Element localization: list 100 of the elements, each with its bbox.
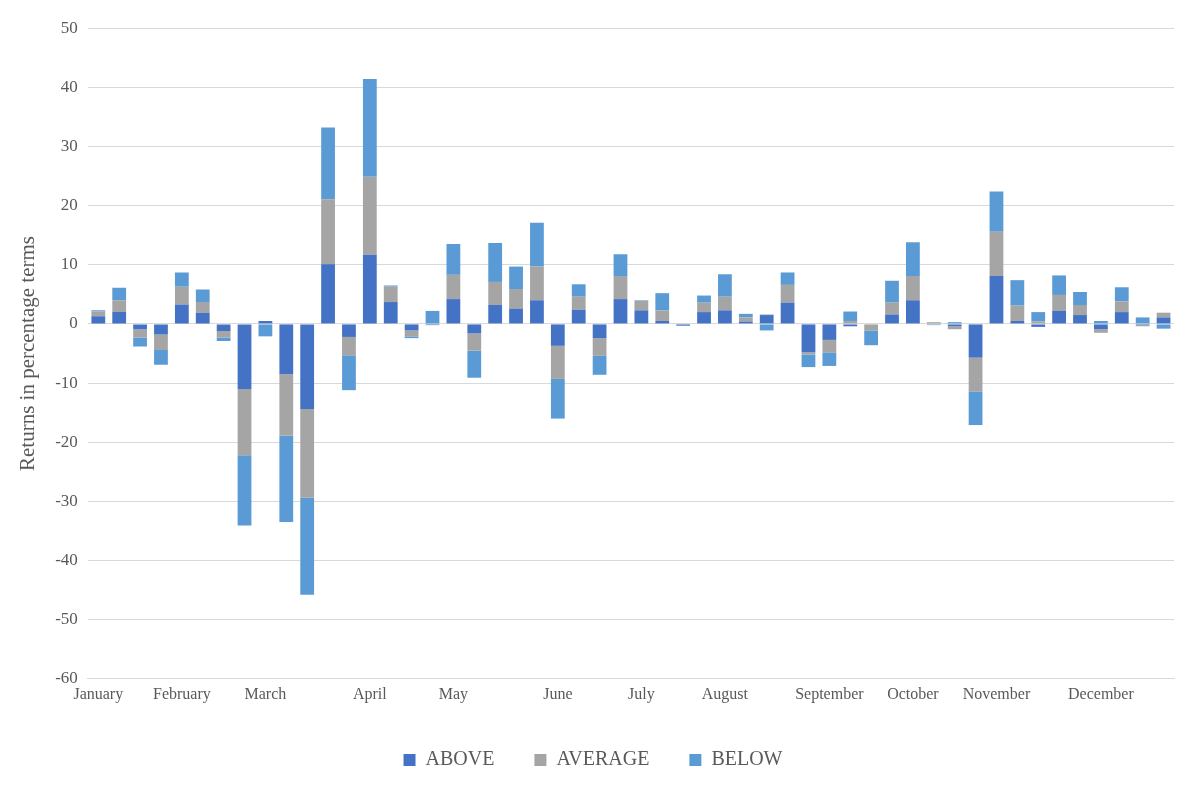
bar: [822, 324, 837, 340]
bar: [530, 222, 544, 267]
bar: [885, 280, 899, 303]
bar: [592, 355, 607, 375]
bar: [321, 264, 335, 324]
bar: [1114, 301, 1129, 313]
bar: [279, 374, 294, 436]
bar: [968, 324, 983, 358]
bar: [300, 409, 315, 498]
bar: [550, 378, 565, 419]
y-tick-label: -40: [55, 549, 78, 569]
bar: [467, 324, 482, 334]
x-tick-label: April: [352, 684, 388, 703]
bar: [634, 300, 649, 311]
bar: [550, 345, 565, 379]
bar: [864, 324, 879, 331]
bar: [425, 310, 440, 324]
bar: [362, 79, 377, 177]
bar: [133, 329, 147, 338]
bar: [906, 276, 920, 301]
bar: [321, 127, 335, 200]
bar: [718, 310, 732, 324]
bar: [342, 336, 356, 356]
bar: [279, 435, 294, 523]
bar: [362, 176, 377, 255]
bar: [885, 302, 899, 315]
bar: [843, 311, 858, 321]
legend-label: BELOW: [711, 747, 783, 770]
bar: [780, 272, 795, 285]
x-tick-label: August: [701, 684, 749, 703]
bar: [530, 300, 544, 324]
y-tick-label: -10: [55, 372, 78, 392]
bar: [718, 274, 732, 297]
bar: [1094, 329, 1108, 333]
bar: [174, 304, 189, 324]
bar: [279, 324, 294, 375]
bar: [1073, 315, 1087, 324]
legend-label: ABOVE: [425, 747, 495, 770]
x-tick-label: February: [152, 684, 211, 703]
x-tick-label: March: [244, 684, 287, 702]
bar: [655, 293, 670, 311]
bar: [216, 331, 231, 338]
y-tick-label: -30: [55, 490, 78, 510]
bar: [1073, 291, 1087, 305]
bar: [133, 324, 147, 330]
bar: [989, 276, 1004, 324]
bar: [906, 242, 920, 277]
bar: [404, 324, 419, 331]
bar: [550, 324, 565, 346]
bar: [1010, 280, 1025, 306]
bar: [780, 302, 795, 324]
bar: [174, 286, 189, 305]
bar: [759, 324, 774, 331]
bar: [321, 199, 335, 265]
bar: [718, 296, 732, 311]
bar: [1114, 312, 1129, 324]
y-axis-title: Returns in percentage terms: [15, 236, 40, 471]
bar: [154, 349, 168, 365]
bar: [216, 324, 231, 332]
bar: [822, 352, 837, 366]
bar: [759, 315, 774, 324]
bar: [1094, 324, 1108, 330]
bar: [780, 284, 795, 303]
bar: [592, 324, 607, 339]
bar: [509, 308, 523, 324]
x-tick-label: November: [962, 684, 1031, 702]
bar: [112, 312, 127, 324]
bar: [801, 324, 816, 353]
bar: [300, 497, 315, 595]
bar: [989, 191, 1004, 232]
bar: [592, 338, 607, 356]
bar: [258, 324, 273, 337]
bar: [655, 310, 670, 321]
y-tick-label: 0: [69, 313, 78, 333]
bar: [467, 333, 482, 351]
bar: [571, 284, 586, 297]
bar: [488, 242, 503, 282]
bar: [906, 300, 920, 324]
bar: [342, 324, 356, 337]
bar: [383, 286, 398, 303]
bar: [613, 299, 628, 324]
x-tick-label: October: [887, 684, 940, 702]
bar: [195, 289, 210, 303]
y-tick-label: -20: [55, 431, 78, 451]
bar: [154, 324, 168, 335]
bar: [195, 302, 210, 313]
y-tick-label: 20: [60, 195, 78, 215]
bar: [885, 314, 899, 324]
legend-label: AVERAGE: [556, 747, 650, 770]
bar: [91, 316, 106, 324]
y-tick-label: 50: [60, 17, 78, 37]
bar: [801, 354, 816, 368]
bar: [154, 334, 168, 350]
bar: [383, 302, 398, 324]
bar: [697, 312, 711, 324]
bar: [509, 266, 523, 290]
x-tick-label: June: [543, 684, 573, 702]
x-tick-label: September: [795, 684, 865, 703]
bar: [362, 254, 377, 324]
bar: [968, 391, 983, 426]
